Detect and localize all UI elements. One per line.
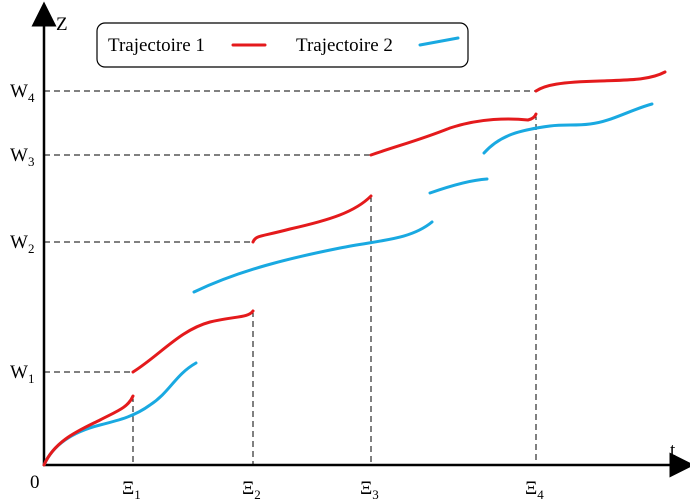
legend-box [96, 22, 469, 68]
xi-sub: 2 [254, 487, 261, 502]
w-label: W3 [10, 145, 34, 169]
w-label: W2 [10, 232, 34, 256]
w-base: W [10, 145, 28, 166]
w-sub: 1 [28, 371, 35, 386]
w-label: W4 [10, 81, 35, 105]
w-label: W1 [10, 362, 34, 386]
legend: Trajectoire 1 Trajectoire 2 [96, 22, 469, 68]
legend-swatch [418, 36, 460, 47]
y-axis-label: Z [56, 14, 68, 35]
trajectory-2 [42, 102, 654, 467]
xi-base: Ξ [242, 478, 254, 499]
xi-sub: 3 [372, 487, 379, 502]
legend-label: Trajectoire 2 [296, 35, 393, 56]
xi-base: Ξ [360, 478, 372, 499]
w-base: W [10, 232, 28, 253]
w-sub: 4 [28, 90, 35, 105]
xi-sub: 1 [134, 487, 141, 502]
guides [44, 90, 537, 465]
xi-label: Ξ4 [525, 478, 544, 502]
w-sub: 2 [28, 241, 35, 256]
xi-label: Ξ2 [242, 478, 261, 502]
w-base: W [10, 81, 28, 102]
legend-label: Trajectoire 1 [108, 35, 205, 56]
w-sub: 3 [28, 154, 35, 169]
xi-label: Ξ1 [122, 478, 141, 502]
xi-base: Ξ [122, 478, 134, 499]
xi-label: Ξ3 [360, 478, 379, 502]
xi-sub: 4 [537, 487, 544, 502]
trajectory-1 [42, 70, 667, 467]
w-base: W [10, 362, 28, 383]
origin-label: 0 [30, 472, 40, 493]
x-axis-label: t [670, 440, 676, 461]
xi-base: Ξ [525, 478, 537, 499]
